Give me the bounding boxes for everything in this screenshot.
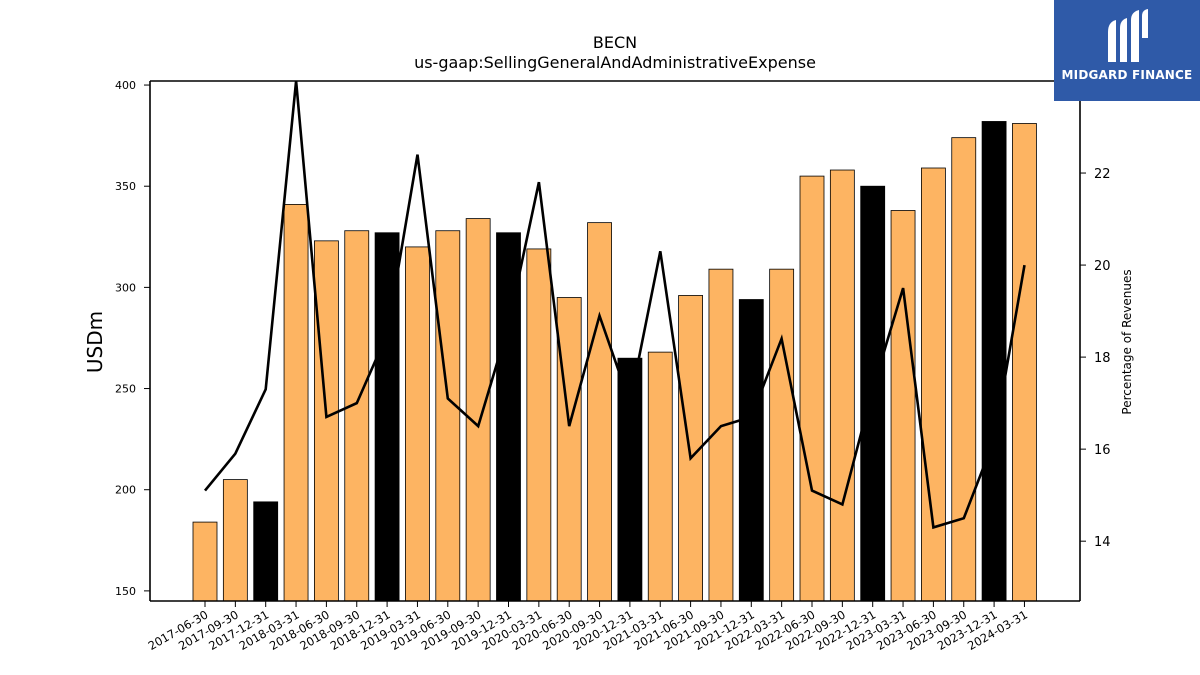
bar-2021-03-31 xyxy=(647,351,673,602)
bar-2019-06-30 xyxy=(435,230,461,602)
y-axis-label: USDm xyxy=(83,311,107,373)
chart-title: BECN xyxy=(593,33,637,52)
bar-2018-03-31 xyxy=(283,204,309,602)
bar-2023-03-31 xyxy=(890,210,916,602)
chart-subtitle: us-gaap:SellingGeneralAndAdministrativeE… xyxy=(414,53,816,72)
bar-2023-06-30 xyxy=(921,167,946,602)
bar-2024-03-31 xyxy=(1012,123,1037,602)
y2-tick-label: 18 xyxy=(1094,351,1111,366)
bar-2017-09-30 xyxy=(222,479,248,602)
bar-2023-09-30 xyxy=(951,137,977,602)
bar-2020-03-31 xyxy=(526,248,552,602)
y-tick-label: 300 xyxy=(115,281,136,294)
bar-2019-09-30 xyxy=(465,218,491,602)
y-tick-label: 400 xyxy=(115,79,136,92)
y2-tick-label: 20 xyxy=(1094,259,1111,274)
bar-2021-12-31 xyxy=(738,299,764,602)
bar-2018-09-30 xyxy=(344,230,370,602)
bar-2017-12-31 xyxy=(253,501,279,602)
bar-2022-06-30 xyxy=(799,175,825,602)
y2-tick-label: 14 xyxy=(1094,535,1111,550)
bar-2023-12-31 xyxy=(981,121,1007,602)
midgard-finance-logo: MIDGARD FINANCE xyxy=(1054,0,1200,101)
bar-2017-06-30 xyxy=(192,521,218,602)
bar-2020-06-30 xyxy=(556,297,582,602)
y-tick-label: 150 xyxy=(115,585,136,598)
y2-tick-label: 16 xyxy=(1094,443,1111,458)
bar-2022-03-31 xyxy=(769,268,795,602)
bar-2022-09-30 xyxy=(829,169,855,602)
y2-axis-label: Percentage of Revenues xyxy=(1120,269,1134,414)
bar-2018-06-30 xyxy=(313,240,339,602)
logo-mark-icon xyxy=(1108,9,1148,62)
bars-layer xyxy=(192,121,1037,602)
y2-tick-label: 22 xyxy=(1094,167,1111,182)
bar-2019-03-31 xyxy=(405,246,430,602)
bar-2020-09-30 xyxy=(587,222,612,602)
bar-2019-12-31 xyxy=(496,232,521,602)
y-tick-label: 350 xyxy=(115,180,136,193)
y-tick-label: 200 xyxy=(115,484,136,497)
y-tick-label: 250 xyxy=(115,383,136,396)
line-layer xyxy=(203,80,1026,530)
percentage-of-revenues-line xyxy=(203,80,1026,530)
bar-2020-12-31 xyxy=(617,357,643,602)
logo-text: MIDGARD FINANCE xyxy=(1061,68,1193,82)
